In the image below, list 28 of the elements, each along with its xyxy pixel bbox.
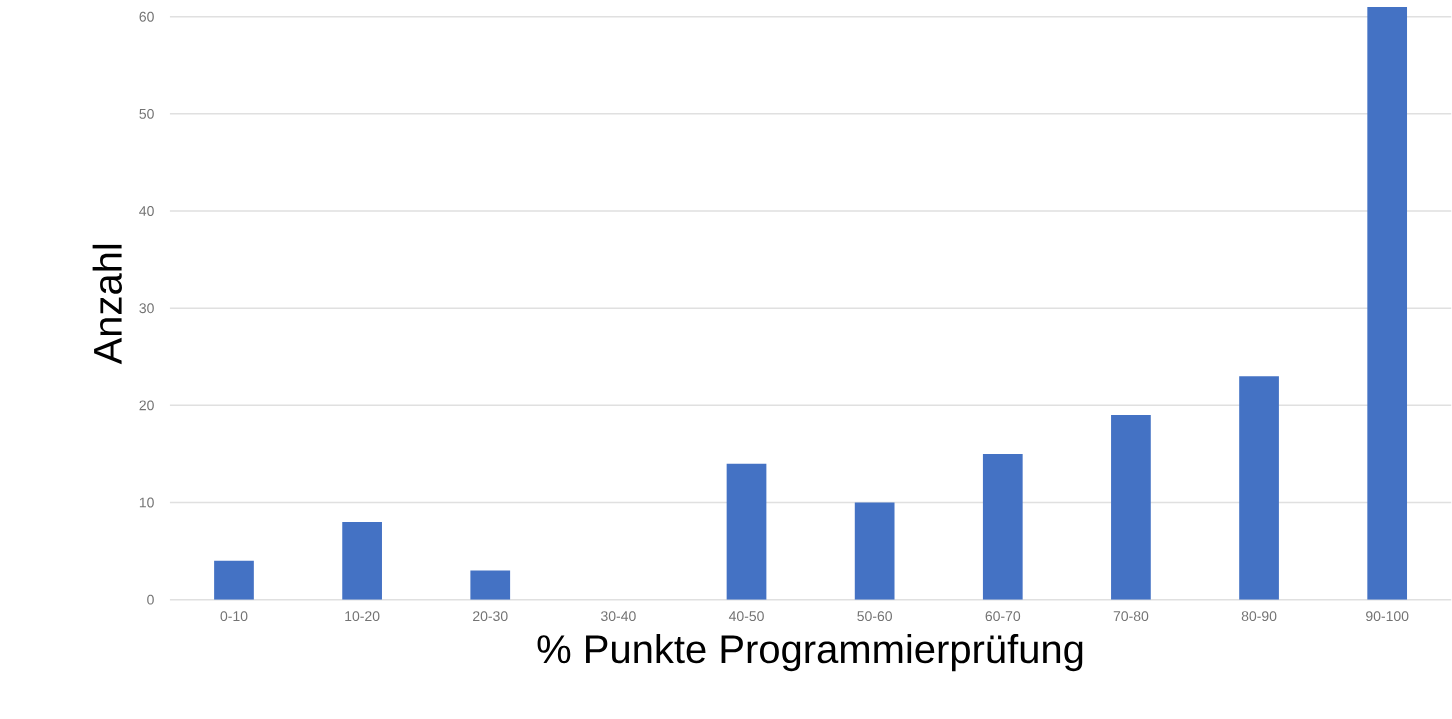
bar (726, 463, 767, 600)
x-tick-label: 40-50 (728, 611, 764, 622)
bar (214, 561, 254, 600)
y-tick-label: 40 (139, 206, 154, 217)
y-tick-label: 20 (139, 400, 154, 411)
bar (1239, 376, 1279, 600)
y-tick-label: 0 (147, 594, 154, 605)
bar (1367, 7, 1408, 600)
x-tick-label: 90-100 (1366, 611, 1409, 622)
y-tick-label: 50 (139, 109, 154, 120)
bar (342, 522, 382, 600)
x-tick-label: 50-60 (857, 611, 892, 622)
y-tick-label: 10 (139, 497, 154, 508)
bar (1111, 415, 1151, 600)
y-axis-title: Anzahl (92, 245, 122, 365)
bar (470, 570, 511, 600)
x-tick-label: 30-40 (601, 611, 636, 622)
x-tick-label: 80-90 (1241, 611, 1277, 622)
x-tick-label: 70-80 (1113, 611, 1149, 622)
bar (982, 454, 1023, 600)
x-axis-title: % Punkte Programmierprüfung (537, 634, 1083, 672)
x-tick-label: 60-70 (985, 611, 1021, 622)
x-tick-label: 20-30 (473, 611, 508, 622)
x-tick-label: 10-20 (345, 611, 380, 622)
x-tick-label: 0-10 (220, 611, 248, 622)
y-tick-label: 60 (139, 11, 154, 22)
y-tick-label: 30 (139, 303, 154, 314)
bar (854, 502, 895, 600)
